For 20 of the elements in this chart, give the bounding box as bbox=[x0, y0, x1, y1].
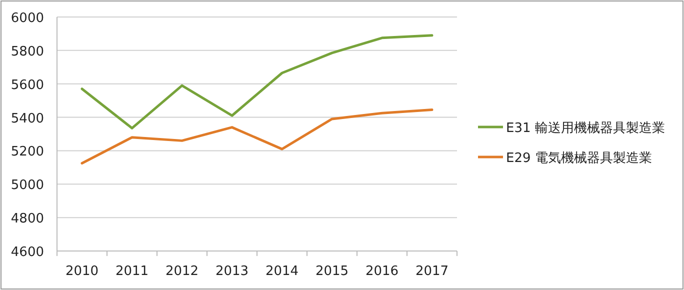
y-tick-label: 5400 bbox=[10, 111, 44, 126]
x-tick-label: 2013 bbox=[215, 264, 249, 279]
x-tick-label: 2014 bbox=[265, 264, 299, 279]
line-series bbox=[80, 108, 434, 164]
x-tick-label: 2012 bbox=[165, 264, 199, 279]
x-tick-label: 2010 bbox=[65, 264, 99, 279]
x-tick-label: 2011 bbox=[115, 264, 149, 279]
x-tick-label: 2017 bbox=[415, 264, 449, 279]
y-tick-label: 4800 bbox=[10, 212, 44, 227]
legend-label: E31 輸送用機械器具製造業 bbox=[506, 121, 665, 136]
x-tick-label: 2016 bbox=[365, 264, 399, 279]
legend-label: E29 電気機械器具製造業 bbox=[506, 151, 652, 166]
y-tick-label: 5600 bbox=[10, 78, 44, 93]
y-tick-label: 6000 bbox=[10, 11, 44, 26]
line-series bbox=[80, 34, 434, 130]
y-tick-label: 4600 bbox=[10, 245, 44, 260]
y-tick-label: 5000 bbox=[10, 178, 44, 194]
y-tick-label: 5800 bbox=[10, 44, 44, 60]
x-tick-label: 2015 bbox=[315, 264, 349, 279]
y-tick-label: 5200 bbox=[10, 144, 44, 160]
